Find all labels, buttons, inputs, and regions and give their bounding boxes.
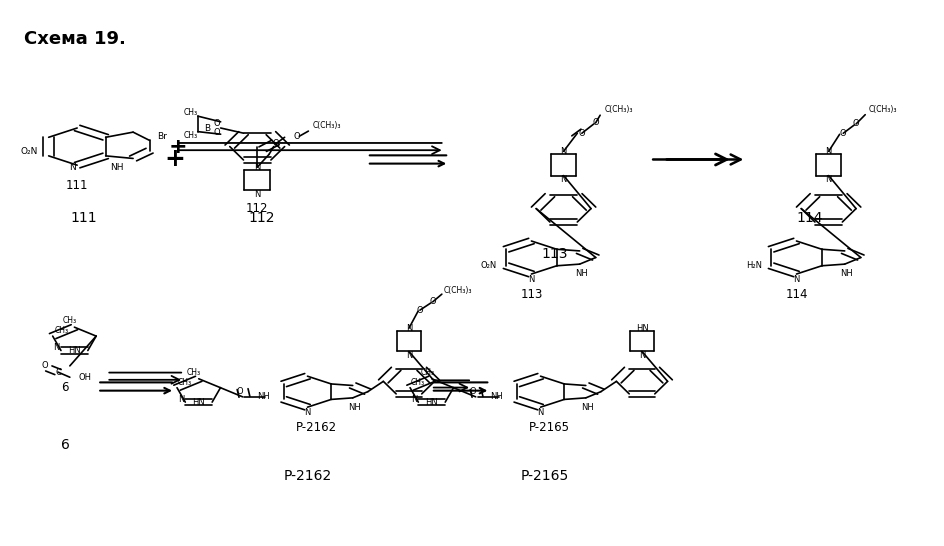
Text: O: O	[840, 129, 847, 138]
Text: P-2165: P-2165	[521, 469, 569, 483]
Text: C(CH₃)₃: C(CH₃)₃	[444, 286, 472, 295]
Text: NH: NH	[110, 163, 124, 172]
Text: 111: 111	[70, 211, 97, 225]
Text: HN: HN	[192, 397, 205, 407]
Text: NH: NH	[582, 402, 594, 412]
Text: HN: HN	[635, 324, 649, 333]
Text: C(CH₃)₃: C(CH₃)₃	[313, 121, 342, 130]
Text: O₂N: O₂N	[480, 262, 497, 270]
Text: NH: NH	[348, 402, 361, 412]
Text: C(CH₃)₃: C(CH₃)₃	[605, 104, 633, 114]
Text: 6: 6	[61, 381, 69, 394]
Text: CH₃: CH₃	[55, 327, 69, 335]
Text: N: N	[406, 351, 413, 360]
Text: N: N	[561, 175, 566, 184]
Text: +: +	[164, 147, 185, 171]
Text: HN: HN	[68, 346, 80, 355]
Text: N: N	[406, 324, 413, 333]
Text: O: O	[579, 129, 585, 138]
Text: N: N	[639, 351, 645, 360]
Text: CH₃: CH₃	[411, 378, 425, 387]
Text: CH₃: CH₃	[183, 108, 197, 117]
Text: C: C	[55, 367, 61, 377]
Text: O: O	[852, 120, 859, 128]
Text: O₂N: O₂N	[21, 147, 38, 156]
Text: O: O	[294, 132, 300, 141]
Text: N: N	[529, 275, 534, 284]
Text: O: O	[469, 387, 476, 396]
Text: OH: OH	[79, 373, 92, 382]
Text: Схема 19.: Схема 19.	[25, 31, 126, 49]
Text: O: O	[42, 361, 48, 370]
Text: 113: 113	[520, 288, 543, 301]
Text: CH₃: CH₃	[183, 131, 197, 140]
Text: 114: 114	[785, 288, 808, 301]
Text: 112: 112	[246, 202, 268, 215]
Text: O: O	[272, 139, 278, 149]
Text: N: N	[178, 395, 185, 404]
Text: P-2165: P-2165	[530, 422, 570, 434]
Text: O: O	[213, 120, 220, 128]
Text: O: O	[237, 387, 244, 396]
Text: CH₃: CH₃	[177, 378, 192, 387]
Text: CH₃: CH₃	[63, 317, 76, 325]
Text: HN: HN	[425, 397, 438, 407]
Text: CH₃: CH₃	[420, 368, 434, 377]
Text: 114: 114	[797, 211, 823, 225]
Text: NH: NH	[840, 269, 853, 278]
Text: 113: 113	[541, 247, 567, 261]
Text: NH: NH	[575, 269, 588, 278]
Text: H₂N: H₂N	[746, 262, 762, 270]
Text: CH₃: CH₃	[187, 368, 201, 377]
Text: N: N	[304, 408, 311, 417]
Text: N: N	[825, 147, 832, 156]
Text: NH: NH	[490, 393, 503, 401]
Text: NH: NH	[258, 393, 270, 401]
Text: N: N	[537, 408, 544, 417]
Text: Br: Br	[157, 132, 167, 141]
Text: 111: 111	[66, 179, 89, 192]
Text: N: N	[69, 163, 76, 172]
Text: B: B	[204, 123, 210, 133]
Text: C(CH₃)₃: C(CH₃)₃	[868, 105, 898, 114]
Text: P-2162: P-2162	[283, 469, 331, 483]
Text: O: O	[592, 118, 598, 127]
Text: O: O	[416, 306, 423, 314]
Text: P-2162: P-2162	[296, 422, 337, 434]
Text: 6: 6	[60, 438, 70, 452]
Text: N: N	[254, 190, 261, 199]
Text: N: N	[561, 147, 566, 156]
Text: 112: 112	[248, 211, 275, 225]
Text: O: O	[430, 298, 436, 306]
Text: N: N	[254, 163, 261, 172]
Text: N: N	[825, 175, 832, 184]
Text: N: N	[793, 275, 800, 284]
Text: N: N	[412, 395, 418, 404]
Text: +: +	[168, 136, 187, 157]
Text: N: N	[53, 343, 59, 352]
Text: O: O	[213, 128, 220, 136]
